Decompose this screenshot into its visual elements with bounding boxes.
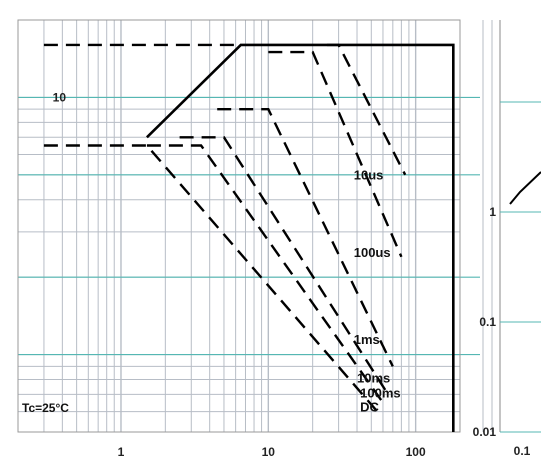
series-dc (43, 144, 379, 413)
curve-label-DC: DC (360, 400, 379, 415)
accent-grid (18, 96, 480, 356)
curve-label-100us: 100us (354, 245, 391, 260)
condition-label: Tc=25°C (22, 401, 69, 415)
right-panel: 1 0.1 0.01 0.1 (473, 20, 541, 458)
right-y-tick-0.01: 0.01 (473, 425, 497, 439)
curve-label-10ms: 10ms (357, 370, 390, 385)
tick-labels: 1 10 100 10 (53, 90, 426, 459)
series-100ms (146, 144, 384, 404)
plot-frame (17, 19, 461, 433)
series-1ms (217, 108, 394, 367)
curve-label-100ms: 100ms (360, 386, 400, 401)
series-group (43, 43, 455, 432)
plot-border (17, 19, 461, 433)
right-y-tick-0.1: 0.1 (479, 315, 496, 329)
curve-label-1ms: 1ms (354, 332, 380, 347)
right-panel-curve (509, 171, 541, 205)
series-soa-boundary (145, 43, 455, 432)
series-10ms (179, 136, 390, 396)
x-tick-10: 10 (262, 445, 276, 459)
y-tick-10: 10 (53, 90, 67, 104)
x-tick-1: 1 (118, 445, 125, 459)
curve-label-10us: 10us (354, 167, 384, 182)
series-100us (268, 50, 403, 258)
right-y-tick-1: 1 (489, 205, 496, 219)
grid (17, 19, 461, 433)
right-x-tick-0.1: 0.1 (514, 444, 531, 458)
x-tick-100: 100 (406, 445, 426, 459)
